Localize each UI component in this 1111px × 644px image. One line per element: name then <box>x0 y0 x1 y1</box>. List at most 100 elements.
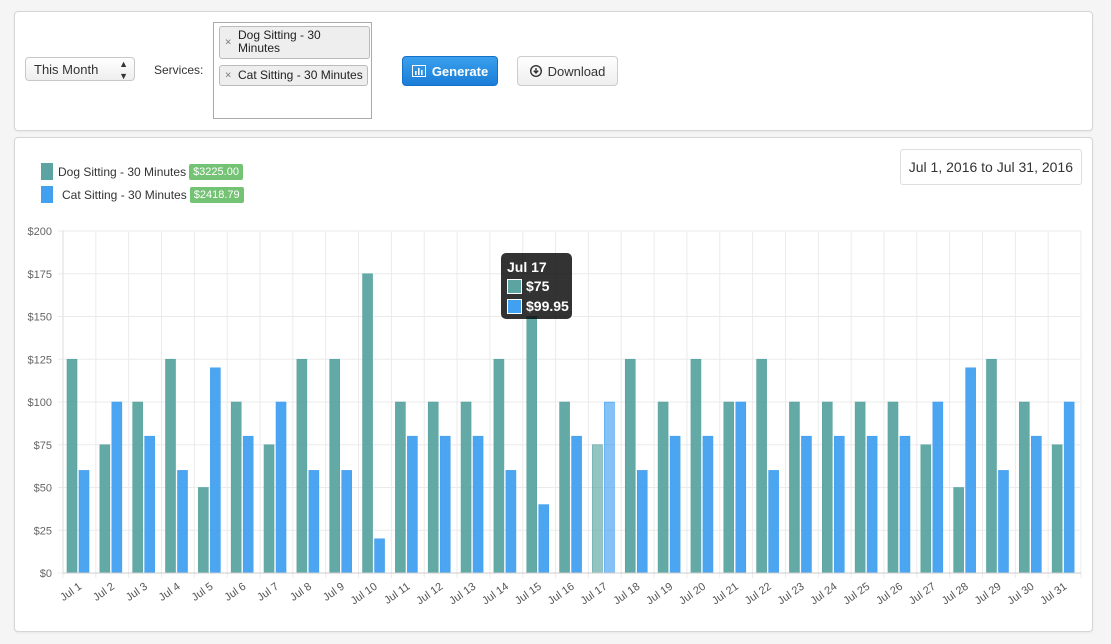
remove-tag-icon[interactable]: × <box>225 69 232 81</box>
service-tag-label: Dog Sitting - 30 Minutes <box>238 28 321 55</box>
bar-cat-sitting <box>275 401 287 574</box>
bar-dog-sitting <box>789 401 800 574</box>
y-tick-label: $150 <box>28 312 52 324</box>
bar-dog-sitting <box>66 358 78 574</box>
service-tag: × Dog Sitting - 30 Minutes <box>219 26 370 59</box>
service-tag-label: Cat Sitting - 30 Minutes <box>238 68 363 82</box>
bar-dog-sitting <box>362 273 373 574</box>
bar-cat-sitting <box>833 435 845 574</box>
x-tick-label: Jul 14 <box>480 581 511 608</box>
bar-cat-sitting <box>374 538 385 574</box>
x-tick-label: Jul 16 <box>546 581 577 608</box>
bar-cat-sitting <box>735 401 747 574</box>
legend-item-dog-sitting[interactable]: Dog Sitting - 30 Minutes $3225.00 <box>41 163 243 180</box>
x-tick-label: Jul 13 <box>447 581 478 608</box>
bar-dog-sitting <box>526 316 538 574</box>
y-tick-label: $25 <box>34 525 52 537</box>
x-tick-label: Jul 30 <box>1006 581 1037 608</box>
bar-cat-sitting <box>439 435 451 574</box>
legend-swatch <box>41 186 53 203</box>
bar-dog-sitting <box>1019 401 1030 574</box>
y-tick-label: $75 <box>34 440 52 452</box>
x-tick-label: Jul 15 <box>513 581 544 608</box>
x-tick-label: Jul 8 <box>288 581 314 604</box>
chart-panel: Dog Sitting - 30 Minutes $3225.00 Cat Si… <box>14 137 1093 632</box>
bar-dog-sitting <box>427 401 439 574</box>
bar-dog-sitting <box>263 444 275 574</box>
bar-cat-sitting <box>801 435 812 574</box>
download-icon <box>529 65 542 77</box>
bar-cat-sitting <box>636 470 648 574</box>
legend-label: Dog Sitting - 30 Minutes <box>58 164 187 179</box>
x-tick-label: Jul 21 <box>710 581 741 608</box>
y-tick-label: $200 <box>28 226 52 238</box>
bar-dog-sitting <box>132 401 143 574</box>
x-tick-label: Jul 25 <box>841 581 872 608</box>
x-tick-label: Jul 29 <box>973 581 1004 608</box>
bar-cat-sitting <box>177 470 188 574</box>
bar-dog-sitting <box>493 358 505 574</box>
bar-dog-sitting <box>99 444 111 574</box>
updown-caret-icon: ▲ ▼ <box>119 59 128 81</box>
x-tick-label: Jul 19 <box>644 581 675 608</box>
generate-label: Generate <box>431 63 489 79</box>
x-tick-label: Jul 27 <box>907 581 938 608</box>
legend-total-badge: $3225.00 <box>189 163 243 180</box>
bar-dog-sitting <box>1051 444 1063 574</box>
tooltip-swatch <box>507 298 522 314</box>
bar-cat-sitting <box>1031 435 1042 574</box>
download-label: Download <box>547 63 606 79</box>
bar-cat-sitting <box>472 435 484 574</box>
bar-dog-sitting <box>460 401 472 574</box>
bar-cat-sitting <box>242 435 254 574</box>
legend-label: Cat Sitting - 30 Minutes <box>62 187 187 202</box>
x-tick-label: Jul 9 <box>321 581 347 604</box>
tooltip-swatch <box>507 278 522 294</box>
bar-dog-sitting <box>821 401 833 574</box>
bar-cat-sitting <box>768 470 779 574</box>
bar-dog-sitting <box>854 401 866 574</box>
remove-tag-icon[interactable]: × <box>225 36 232 48</box>
bar-dog-sitting <box>230 401 242 574</box>
bar-cat-sitting <box>604 401 615 574</box>
bar-cat-sitting <box>1063 401 1075 574</box>
services-multiselect[interactable]: × Dog Sitting - 30 Minutes × Cat Sitting… <box>213 22 372 119</box>
x-tick-label: Jul 24 <box>808 581 839 608</box>
controls-panel: This Month ▲ ▼ Services: × Dog Sitting - … <box>14 11 1093 131</box>
bar-dog-sitting <box>198 487 209 574</box>
bar-dog-sitting <box>329 358 341 574</box>
x-tick-label: Jul 3 <box>124 581 150 604</box>
bar-dog-sitting <box>887 401 899 574</box>
tooltip-title: Jul 17 <box>507 259 547 275</box>
bar-dog-sitting <box>953 487 964 574</box>
period-select[interactable]: This Month ▲ ▼ <box>25 57 135 81</box>
period-select-value: This Month <box>34 62 99 77</box>
x-tick-label: Jul 12 <box>414 581 445 608</box>
legend-item-cat-sitting[interactable]: Cat Sitting - 30 Minutes $2418.79 <box>41 186 244 203</box>
tooltip-row: $99.95 <box>507 298 569 314</box>
date-range-label: Jul 1, 2016 to Jul 31, 2016 <box>899 149 1082 185</box>
bar-cat-sitting <box>144 435 155 574</box>
x-tick-label: Jul 1 <box>58 581 84 604</box>
bar-chart-icon <box>411 65 426 77</box>
x-tick-label: Jul 28 <box>940 581 971 608</box>
x-tick-label: Jul 23 <box>776 581 807 608</box>
bar-cat-sitting <box>866 435 878 574</box>
bar-cat-sitting <box>210 367 221 574</box>
bar-cat-sitting <box>407 435 418 574</box>
download-button[interactable]: Download <box>517 56 618 86</box>
bar-dog-sitting <box>690 358 702 574</box>
bar-dog-sitting <box>559 401 570 574</box>
bar-dog-sitting <box>756 358 767 574</box>
bar-cat-sitting <box>932 401 944 574</box>
bar-dog-sitting <box>165 358 176 574</box>
generate-button[interactable]: Generate <box>402 56 498 86</box>
tooltip-value: $75 <box>526 278 550 294</box>
bar-cat-sitting <box>702 435 714 574</box>
x-tick-label: Jul 2 <box>91 581 117 604</box>
x-tick-label: Jul 26 <box>874 581 905 608</box>
legend-total-badge: $2418.79 <box>189 186 244 203</box>
bar-cat-sitting <box>111 401 123 574</box>
bar-cat-sitting <box>308 470 320 574</box>
